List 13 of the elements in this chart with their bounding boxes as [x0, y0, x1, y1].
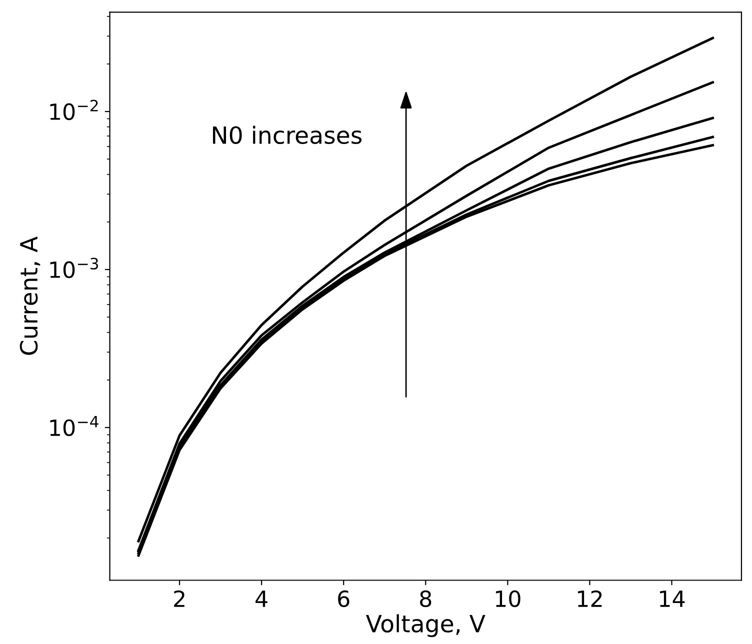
x-axis-title: Voltage, V	[366, 614, 486, 638]
x-tick-label: 12	[578, 590, 602, 607]
annotation: N0 increases	[212, 126, 362, 144]
y-tick-label: 10$^{−4}$	[50, 416, 98, 436]
x-tick-label: 4	[256, 590, 268, 607]
y-tick-label: 10$^{−2}$	[50, 100, 98, 120]
x-tick-label: 2	[174, 590, 184, 607]
x-tick-label: 6	[338, 590, 350, 608]
x-tick-label: 8	[420, 590, 432, 608]
x-tick-label: 10	[496, 590, 520, 608]
x-tick-label: 14	[660, 590, 685, 607]
y-tick-label: 10$^{−3}$	[50, 258, 98, 278]
y-axis-title: Current, A	[20, 236, 40, 355]
